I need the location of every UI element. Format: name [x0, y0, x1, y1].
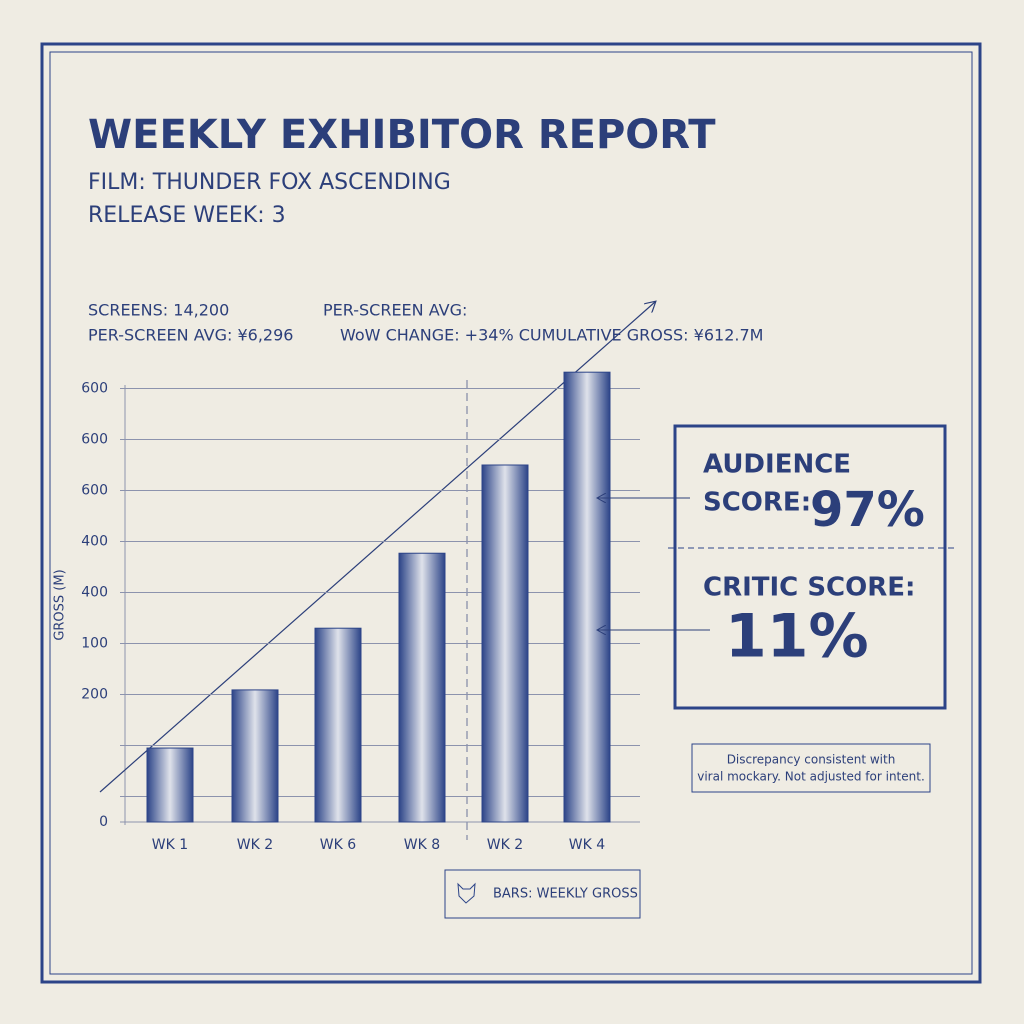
y-tick-label: 600 — [81, 381, 108, 397]
y-tick-label: 600 — [81, 483, 108, 499]
stat: PER-SCREEN AVG: ¥6,296 — [88, 326, 293, 345]
note-box — [691, 743, 931, 793]
audience-label: AUDIENCE — [703, 450, 851, 480]
bar — [481, 464, 529, 823]
film: FILM: THUNDER FOX ASCENDING — [88, 170, 451, 195]
stat: WoW CHANGE: +34% CUMULATIVE GROSS: ¥612.… — [340, 326, 763, 345]
frame — [40, 42, 982, 984]
note: viral mockary. Not adjusted for intent. — [697, 770, 925, 784]
stat: PER-SCREEN AVG: — [323, 301, 467, 320]
y-tick-label: 0 — [99, 814, 108, 830]
bar — [398, 552, 446, 823]
audience-score: 97% — [810, 482, 925, 538]
note: Discrepancy consistent with — [727, 753, 896, 767]
x-tick-label: WK 4 — [569, 837, 605, 853]
title: WEEKLY EXHIBITOR REPORT — [88, 112, 716, 158]
y-axis-label: GROSS (M) — [53, 569, 68, 640]
legend-icon — [457, 882, 476, 904]
y-tick-label: 400 — [81, 534, 108, 550]
legend-box — [444, 869, 641, 919]
legend-text: BARS: WEEKLY GROSS — [493, 887, 638, 902]
critic-score: 11% — [725, 602, 869, 672]
y-tick-label: 600 — [81, 432, 108, 448]
y-tick-label: 200 — [81, 687, 108, 703]
x-tick-label: WK 6 — [320, 837, 356, 853]
bar — [146, 747, 194, 823]
x-tick-label: WK 2 — [487, 837, 523, 853]
x-tick-label: WK 1 — [152, 837, 188, 853]
bar — [314, 627, 362, 823]
bar — [563, 371, 611, 823]
trend-line — [99, 302, 655, 793]
score-box — [673, 424, 947, 710]
frame-inner — [49, 51, 973, 975]
bar — [231, 689, 279, 823]
x-tick-label: WK 2 — [237, 837, 273, 853]
y-tick-label: 400 — [81, 585, 108, 601]
critic-label: CRITIC SCORE: — [703, 573, 915, 603]
release-week: RELEASE WEEK: 3 — [88, 203, 286, 228]
audience-label: SCORE: — [703, 488, 811, 518]
y-tick-label: 100 — [81, 636, 108, 652]
stat: SCREENS: 14,200 — [88, 301, 229, 320]
x-tick-label: WK 8 — [404, 837, 440, 853]
